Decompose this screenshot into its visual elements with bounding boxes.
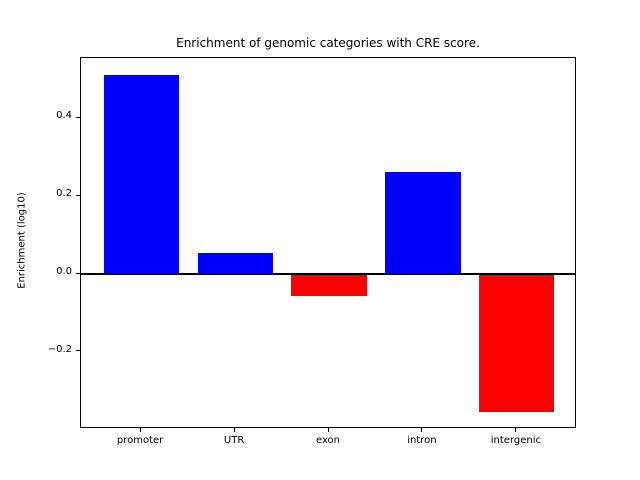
bar-intron [385,172,461,275]
x-tick-label-promoter: promoter [116,435,164,446]
x-tick-mark [421,428,423,432]
y-tick-label: 0.0 [56,266,72,278]
y-tick-mark [76,116,80,118]
y-axis-label: Enrichment (log10) [16,192,28,289]
chart-title: Enrichment of genomic categories with CR… [176,36,480,50]
x-tick-label-exon: exon [315,435,341,446]
x-tick-label-intron: intron [407,435,437,446]
bar-intergenic [479,274,555,413]
y-tick-mark [76,272,80,274]
y-tick-mark [76,194,80,196]
bar-UTR [197,252,273,274]
bar-exon [291,274,367,296]
x-tick-label-intergenic: intergenic [490,435,542,446]
x-tick-mark [233,428,235,432]
y-tick-mark [76,350,80,352]
y-tick-label: 0.2 [56,188,72,200]
x-tick-mark [515,428,517,432]
plot-area [80,57,576,428]
y-tick-label: 0.4 [56,110,72,122]
bar-promoter [103,74,179,274]
x-tick-mark [327,428,329,432]
y-tick-label: −0.2 [47,343,72,355]
x-tick-mark [139,428,141,432]
x-tick-label-UTR: UTR [223,435,245,446]
zero-line [81,273,575,276]
